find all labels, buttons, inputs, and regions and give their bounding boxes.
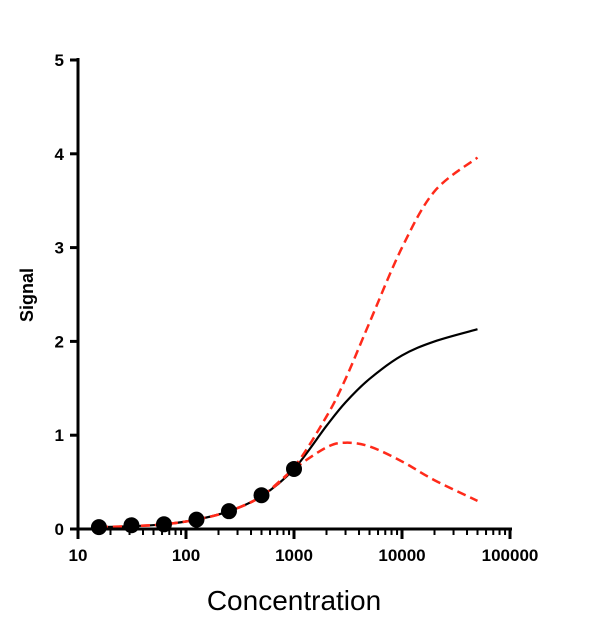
y-ticks: 0 1 2 3 4 5 [55, 51, 78, 539]
x-tick-label: 1000 [275, 546, 313, 565]
x-tick-label: 10000 [378, 546, 425, 565]
x-tick-label: 100 [172, 546, 200, 565]
x-tick-label: 100000 [482, 546, 539, 565]
fit-curve [98, 328, 478, 529]
data-point [253, 487, 270, 504]
data-point [286, 460, 302, 477]
y-tick-label: 5 [55, 51, 64, 70]
y-axis-label: Signal [17, 268, 37, 322]
x-tick-label: 10 [69, 546, 88, 565]
x-axis-label: Concentration [207, 585, 381, 616]
data-point [90, 519, 107, 536]
data-point [220, 503, 237, 520]
axes [76, 58, 512, 531]
y-tick-label: 1 [55, 426, 64, 445]
y-tick-label: 4 [55, 145, 65, 164]
y-tick-label: 3 [55, 239, 64, 258]
y-tick-label: 0 [55, 520, 64, 539]
data-point [123, 517, 140, 534]
data-point [188, 511, 205, 528]
lower-confidence-band [98, 441, 479, 529]
data-points [90, 460, 302, 536]
x-ticks: 10 100 1000 10000 100000 [69, 529, 539, 565]
y-tick-label: 2 [55, 332, 64, 351]
